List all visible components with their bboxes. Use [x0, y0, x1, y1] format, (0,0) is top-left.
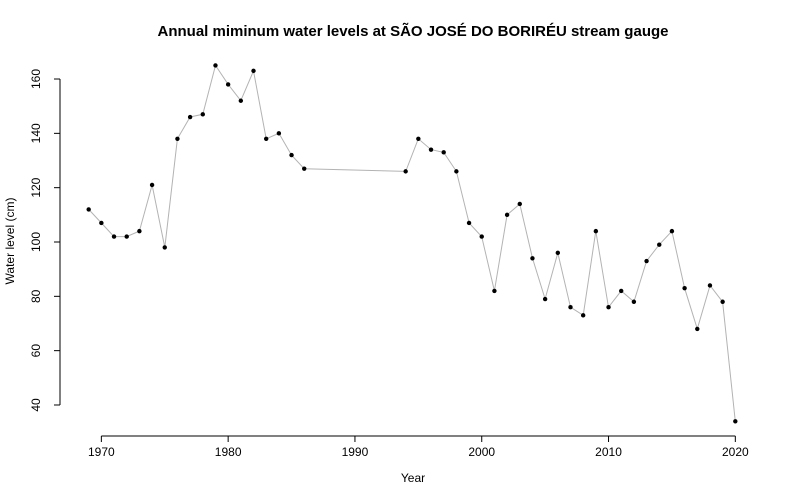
- data-point: [441, 150, 446, 155]
- x-axis: 1970 1980 1990 2000 2010 2020: [88, 435, 749, 459]
- data-point: [416, 136, 421, 141]
- data-point: [568, 304, 573, 310]
- data-point: [289, 152, 294, 158]
- y-tick-label: 100: [29, 232, 43, 252]
- data-point: [187, 114, 193, 120]
- y-tick-label: 60: [29, 344, 43, 358]
- data-point: [466, 220, 472, 226]
- data-point: [720, 299, 725, 304]
- data-point: [555, 250, 561, 256]
- data-point: [111, 234, 117, 239]
- data-point: [149, 182, 155, 188]
- data-point: [238, 98, 244, 103]
- data-point: [593, 228, 599, 234]
- data-point: [517, 201, 522, 207]
- data-point: [644, 258, 649, 264]
- data-point: [669, 228, 675, 234]
- data-point: [263, 136, 269, 141]
- y-tick-label: 40: [29, 398, 43, 412]
- x-tick-label: 1990: [342, 445, 369, 459]
- data-point: [682, 285, 687, 291]
- data-point: [504, 212, 510, 218]
- data-point: [213, 63, 218, 68]
- chart-title: Annual miminum water levels at SÃO JOSÉ …: [158, 22, 669, 40]
- plot-area: [86, 63, 738, 424]
- data-point: [251, 68, 256, 74]
- x-tick-label: 2000: [468, 445, 495, 459]
- data-point: [530, 256, 535, 261]
- data-point: [695, 326, 700, 332]
- data-point: [454, 169, 459, 174]
- x-tick-label: 1980: [215, 445, 242, 459]
- data-point: [162, 245, 167, 250]
- data-point: [657, 242, 662, 247]
- data-point: [86, 207, 91, 212]
- data-point: [225, 82, 231, 87]
- data-point: [137, 228, 142, 234]
- y-axis: 40 60 80 100 120 140 160: [29, 69, 61, 412]
- data-point: [99, 220, 104, 226]
- y-axis-label: Water level (cm): [3, 198, 17, 285]
- series-line: [88, 64, 736, 422]
- x-tick-label: 2020: [722, 445, 749, 459]
- data-point: [619, 288, 624, 294]
- data-point: [200, 112, 205, 117]
- data-point: [492, 288, 497, 294]
- data-point: [606, 304, 611, 310]
- y-tick-label: 80: [29, 289, 43, 303]
- data-point: [428, 147, 434, 152]
- data-point: [479, 234, 484, 239]
- data-point: [302, 166, 307, 171]
- data-point: [403, 169, 408, 174]
- y-tick-label: 140: [29, 123, 43, 143]
- data-point: [733, 419, 738, 424]
- x-tick-label: 1970: [88, 445, 115, 459]
- y-tick-label: 160: [29, 69, 43, 89]
- x-tick-label: 2010: [595, 445, 622, 459]
- data-point: [175, 136, 180, 141]
- data-point: [124, 234, 129, 239]
- y-tick-label: 120: [29, 177, 43, 197]
- data-point: [542, 296, 548, 302]
- data-point: [276, 131, 282, 136]
- data-point: [580, 313, 586, 318]
- x-axis-label: Year: [401, 471, 425, 485]
- data-point: [707, 283, 713, 288]
- data-point: [631, 299, 637, 304]
